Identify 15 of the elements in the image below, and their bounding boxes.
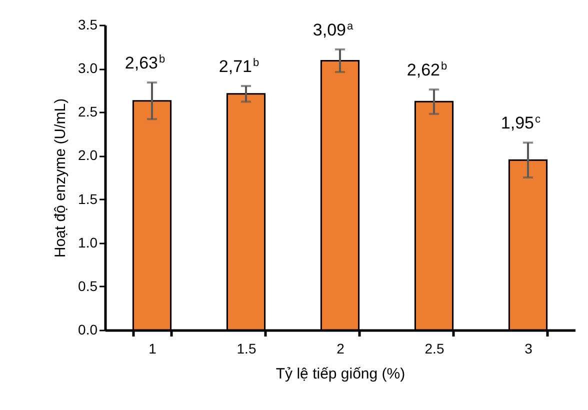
y-tick-label: 1.5 — [78, 190, 98, 207]
x-axis-title: Tỷ lệ tiếp giống (%) — [276, 366, 406, 382]
x-tick-label: 1 — [148, 340, 157, 356]
x-tick-label: 3 — [524, 340, 533, 356]
y-tick-label: 0.5 — [78, 278, 98, 294]
y-tick-label: 3.5 — [78, 16, 98, 32]
y-tick-label: 1.0 — [78, 234, 98, 250]
y-tick-label: 2.5 — [78, 104, 98, 120]
y-tick-label: 3.0 — [78, 60, 98, 76]
x-tick-label: 2.5 — [424, 340, 444, 356]
x-tick-label: 1.5 — [236, 340, 256, 356]
y-tick-label: 2.0 — [78, 147, 98, 164]
x-tick-label: 2 — [336, 340, 345, 356]
y-axis-title: Hoạt độ enzyme (U/mL) — [52, 98, 70, 258]
y-tick-label: 0.0 — [78, 322, 98, 338]
